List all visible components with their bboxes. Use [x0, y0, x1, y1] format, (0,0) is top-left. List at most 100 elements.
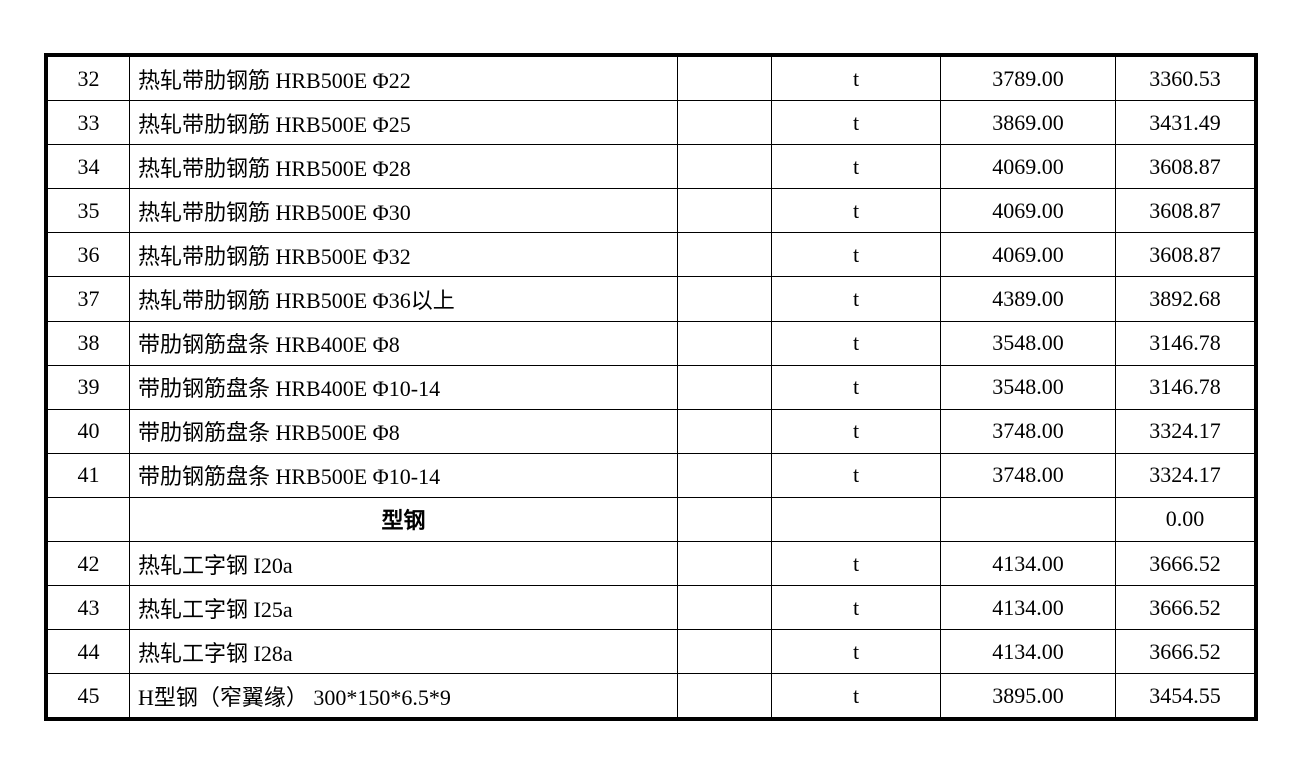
price-table: 32热轧带肋钢筋 HRB500E Φ22t3789.003360.5333热轧带…: [47, 56, 1255, 718]
table-row: 38带肋钢筋盘条 HRB400E Φ8t3548.003146.78: [48, 321, 1255, 365]
cell-extra: [678, 101, 772, 145]
cell-extra: [678, 277, 772, 321]
cell-price-1: 3789.00: [941, 57, 1116, 101]
cell-desc: 热轧工字钢 I28a: [130, 630, 678, 674]
cell-unit: [772, 497, 941, 541]
cell-price-1: 3895.00: [941, 674, 1116, 718]
cell-unit: t: [772, 321, 941, 365]
cell-price-1: 4134.00: [941, 630, 1116, 674]
cell-price-1: 4134.00: [941, 542, 1116, 586]
cell-desc: 带肋钢筋盘条 HRB400E Φ8: [130, 321, 678, 365]
cell-unit: t: [772, 630, 941, 674]
cell-price-1: 4389.00: [941, 277, 1116, 321]
cell-no: 44: [48, 630, 130, 674]
cell-unit: t: [772, 277, 941, 321]
cell-no: 43: [48, 586, 130, 630]
cell-desc: 热轧工字钢 I25a: [130, 586, 678, 630]
cell-unit: t: [772, 57, 941, 101]
cell-extra: [678, 189, 772, 233]
cell-desc: H型钢（窄翼缘） 300*150*6.5*9: [130, 674, 678, 718]
cell-price-2: 3608.87: [1116, 145, 1255, 189]
cell-unit: t: [772, 542, 941, 586]
table-row: 43热轧工字钢 I25a t4134.003666.52: [48, 586, 1255, 630]
cell-unit: t: [772, 674, 941, 718]
cell-extra: [678, 233, 772, 277]
cell-extra: [678, 586, 772, 630]
cell-price-2: 3666.52: [1116, 542, 1255, 586]
cell-desc: 带肋钢筋盘条 HRB500E Φ10-14: [130, 453, 678, 497]
cell-extra: [678, 145, 772, 189]
cell-no: 39: [48, 365, 130, 409]
table-row: 37热轧带肋钢筋 HRB500E Φ36以上 t4389.003892.68: [48, 277, 1255, 321]
cell-price-1: 3548.00: [941, 365, 1116, 409]
cell-price-1: [941, 497, 1116, 541]
table-row: 34热轧带肋钢筋 HRB500E Φ28 t4069.003608.87: [48, 145, 1255, 189]
table-outer-border-bottom: [44, 718, 1258, 721]
cell-price-2: 3324.17: [1116, 409, 1255, 453]
cell-unit: t: [772, 409, 941, 453]
table-row: 40带肋钢筋盘条 HRB500E Φ8 t3748.003324.17: [48, 409, 1255, 453]
cell-price-1: 4069.00: [941, 145, 1116, 189]
cell-price-2: 3892.68: [1116, 277, 1255, 321]
cell-no: 33: [48, 101, 130, 145]
table-row: 35热轧带肋钢筋 HRB500E Φ30 t4069.003608.87: [48, 189, 1255, 233]
table-row: 44热轧工字钢 I28a t4134.003666.52: [48, 630, 1255, 674]
cell-price-1: 3548.00: [941, 321, 1116, 365]
cell-desc: 热轧带肋钢筋 HRB500E Φ36以上: [130, 277, 678, 321]
cell-extra: [678, 542, 772, 586]
cell-no: 36: [48, 233, 130, 277]
cell-price-1: 4069.00: [941, 233, 1116, 277]
cell-extra: [678, 630, 772, 674]
cell-desc: 热轧工字钢 I20a: [130, 542, 678, 586]
cell-extra: [678, 321, 772, 365]
cell-price-1: 3869.00: [941, 101, 1116, 145]
cell-unit: t: [772, 453, 941, 497]
cell-price-2: 3608.87: [1116, 189, 1255, 233]
cell-desc: 热轧带肋钢筋 HRB500E Φ25: [130, 101, 678, 145]
cell-desc: 带肋钢筋盘条 HRB400E Φ10-14: [130, 365, 678, 409]
cell-extra: [678, 497, 772, 541]
cell-price-2: 3608.87: [1116, 233, 1255, 277]
cell-price-1: 3748.00: [941, 409, 1116, 453]
cell-desc: 热轧带肋钢筋 HRB500E Φ22: [130, 57, 678, 101]
section-title: 型钢: [130, 497, 678, 541]
cell-unit: t: [772, 189, 941, 233]
table-row: 32热轧带肋钢筋 HRB500E Φ22t3789.003360.53: [48, 57, 1255, 101]
price-table-body: 32热轧带肋钢筋 HRB500E Φ22t3789.003360.5333热轧带…: [48, 57, 1255, 718]
cell-price-2: 3666.52: [1116, 586, 1255, 630]
table-row: 41带肋钢筋盘条 HRB500E Φ10-14t3748.003324.17: [48, 453, 1255, 497]
cell-no: 32: [48, 57, 130, 101]
cell-no: 45: [48, 674, 130, 718]
cell-price-2: 3146.78: [1116, 365, 1255, 409]
cell-unit: t: [772, 586, 941, 630]
cell-price-2: 3454.55: [1116, 674, 1255, 718]
table-row: 45H型钢（窄翼缘） 300*150*6.5*9 t3895.003454.55: [48, 674, 1255, 718]
cell-unit: t: [772, 145, 941, 189]
table-row: 36热轧带肋钢筋 HRB500E Φ32 t4069.003608.87: [48, 233, 1255, 277]
cell-no: 35: [48, 189, 130, 233]
section-row: 型钢0.00: [48, 497, 1255, 541]
cell-price-1: 4069.00: [941, 189, 1116, 233]
cell-desc: 热轧带肋钢筋 HRB500E Φ32: [130, 233, 678, 277]
cell-no: 42: [48, 542, 130, 586]
cell-no: 34: [48, 145, 130, 189]
cell-price-2: 3146.78: [1116, 321, 1255, 365]
cell-unit: t: [772, 233, 941, 277]
cell-extra: [678, 365, 772, 409]
cell-price-2: 3431.49: [1116, 101, 1255, 145]
cell-unit: t: [772, 101, 941, 145]
cell-price-2: 3666.52: [1116, 630, 1255, 674]
cell-extra: [678, 674, 772, 718]
cell-desc: 热轧带肋钢筋 HRB500E Φ28: [130, 145, 678, 189]
cell-no: 37: [48, 277, 130, 321]
cell-extra: [678, 57, 772, 101]
cell-desc: 热轧带肋钢筋 HRB500E Φ30: [130, 189, 678, 233]
page: 32热轧带肋钢筋 HRB500E Φ22t3789.003360.5333热轧带…: [0, 0, 1300, 764]
cell-desc: 带肋钢筋盘条 HRB500E Φ8: [130, 409, 678, 453]
cell-no: 40: [48, 409, 130, 453]
cell-price-1: 4134.00: [941, 586, 1116, 630]
table-row: 33热轧带肋钢筋 HRB500E Φ25 t3869.003431.49: [48, 101, 1255, 145]
cell-extra: [678, 409, 772, 453]
table-outer-border-right: [1255, 53, 1258, 721]
cell-unit: t: [772, 365, 941, 409]
